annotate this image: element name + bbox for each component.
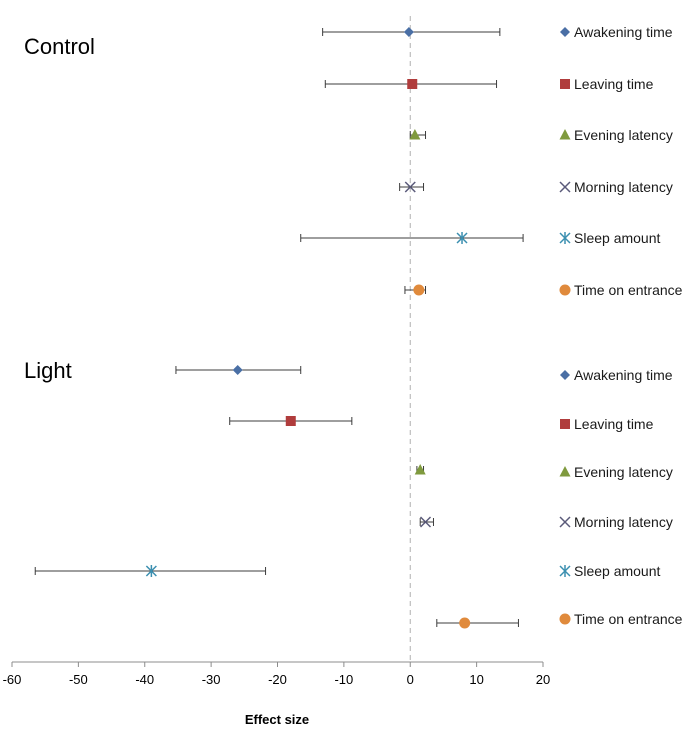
legend-light-sleep-amount-label: Sleep amount	[574, 563, 661, 579]
x-tick-label: -20	[268, 672, 287, 687]
light-time-on-entrance-point	[459, 617, 471, 629]
legend-light-evening-latency-label: Evening latency	[574, 464, 673, 480]
x-axis-title: Effect size	[245, 712, 309, 727]
legend-control-morning-latency-marker-stroke-b	[559, 181, 571, 193]
x-tick-label: 20	[536, 672, 550, 687]
legend-light-morning-latency-marker	[559, 516, 571, 528]
legend-control-sleep-amount-label: Sleep amount	[574, 230, 661, 246]
x-tick-label: -10	[334, 672, 353, 687]
plot-layer: Control Light	[24, 16, 524, 662]
legend-light-time-on-entrance-marker	[559, 613, 571, 625]
x-tick-label: -50	[69, 672, 88, 687]
legend-light-awakening-time-label: Awakening time	[574, 367, 673, 383]
legend-control-morning-latency-marker	[559, 181, 571, 193]
legend-light-time-on-entrance-label: Time on entrance	[574, 611, 683, 627]
panel-title: Light	[24, 358, 72, 383]
x-axis: -60 -50 -40 -30 -20 -10 0 10 20	[3, 661, 550, 687]
panel-light: Light	[24, 358, 519, 629]
legend-light-sleep-amount-marker	[559, 565, 571, 577]
legend-control-awakening-time-marker	[560, 27, 570, 37]
control-morning-latency-point	[404, 181, 416, 193]
x-tick-label: -60	[3, 672, 22, 687]
light-morning-latency-point	[419, 516, 432, 528]
legend-light-evening-latency-marker	[559, 466, 571, 477]
legend-control-leaving-time-label: Leaving time	[574, 76, 654, 92]
control-sleep-amount-point	[456, 232, 468, 244]
legend: Awakening time Leaving time Evening latenc…	[559, 24, 683, 627]
control-awakening-time-point	[403, 27, 414, 37]
legend-light-leaving-time-marker	[560, 419, 570, 429]
light-leaving-time-point	[285, 416, 296, 426]
control-leaving-time-point	[407, 79, 418, 89]
legend-control-time-on-entrance-marker	[559, 284, 571, 296]
panel-control: Control	[24, 27, 524, 296]
light-awakening-time-point	[232, 365, 243, 375]
control-morning-latency-point-stroke-b	[404, 181, 416, 193]
legend-light-morning-latency-label: Morning latency	[574, 514, 673, 530]
x-tick-label: 0	[407, 672, 414, 687]
control-evening-latency-point	[409, 129, 421, 140]
x-tick-label: -40	[135, 672, 154, 687]
legend-control-evening-latency-marker	[559, 129, 571, 140]
legend-control-morning-latency-label: Morning latency	[574, 179, 673, 195]
control-time-on-entrance-point	[413, 284, 425, 296]
panel-title: Control	[24, 34, 95, 59]
legend-control-evening-latency-label: Evening latency	[574, 127, 673, 143]
x-tick-label: 10	[469, 672, 483, 687]
light-evening-latency-point	[414, 464, 426, 475]
legend-light-leaving-time-label: Leaving time	[574, 416, 654, 432]
legend-light-morning-latency-marker-stroke-b	[559, 516, 571, 528]
legend-control-leaving-time-marker	[560, 79, 570, 89]
legend-control-awakening-time-label: Awakening time	[574, 24, 673, 40]
legend-control-time-on-entrance-label: Time on entrance	[574, 282, 683, 298]
light-sleep-amount-point	[145, 565, 157, 577]
legend-light-awakening-time-marker	[560, 370, 570, 380]
light-morning-latency-point-stroke-b	[419, 516, 432, 528]
x-tick-label: -30	[202, 672, 221, 687]
legend-control-sleep-amount-marker	[559, 232, 571, 244]
